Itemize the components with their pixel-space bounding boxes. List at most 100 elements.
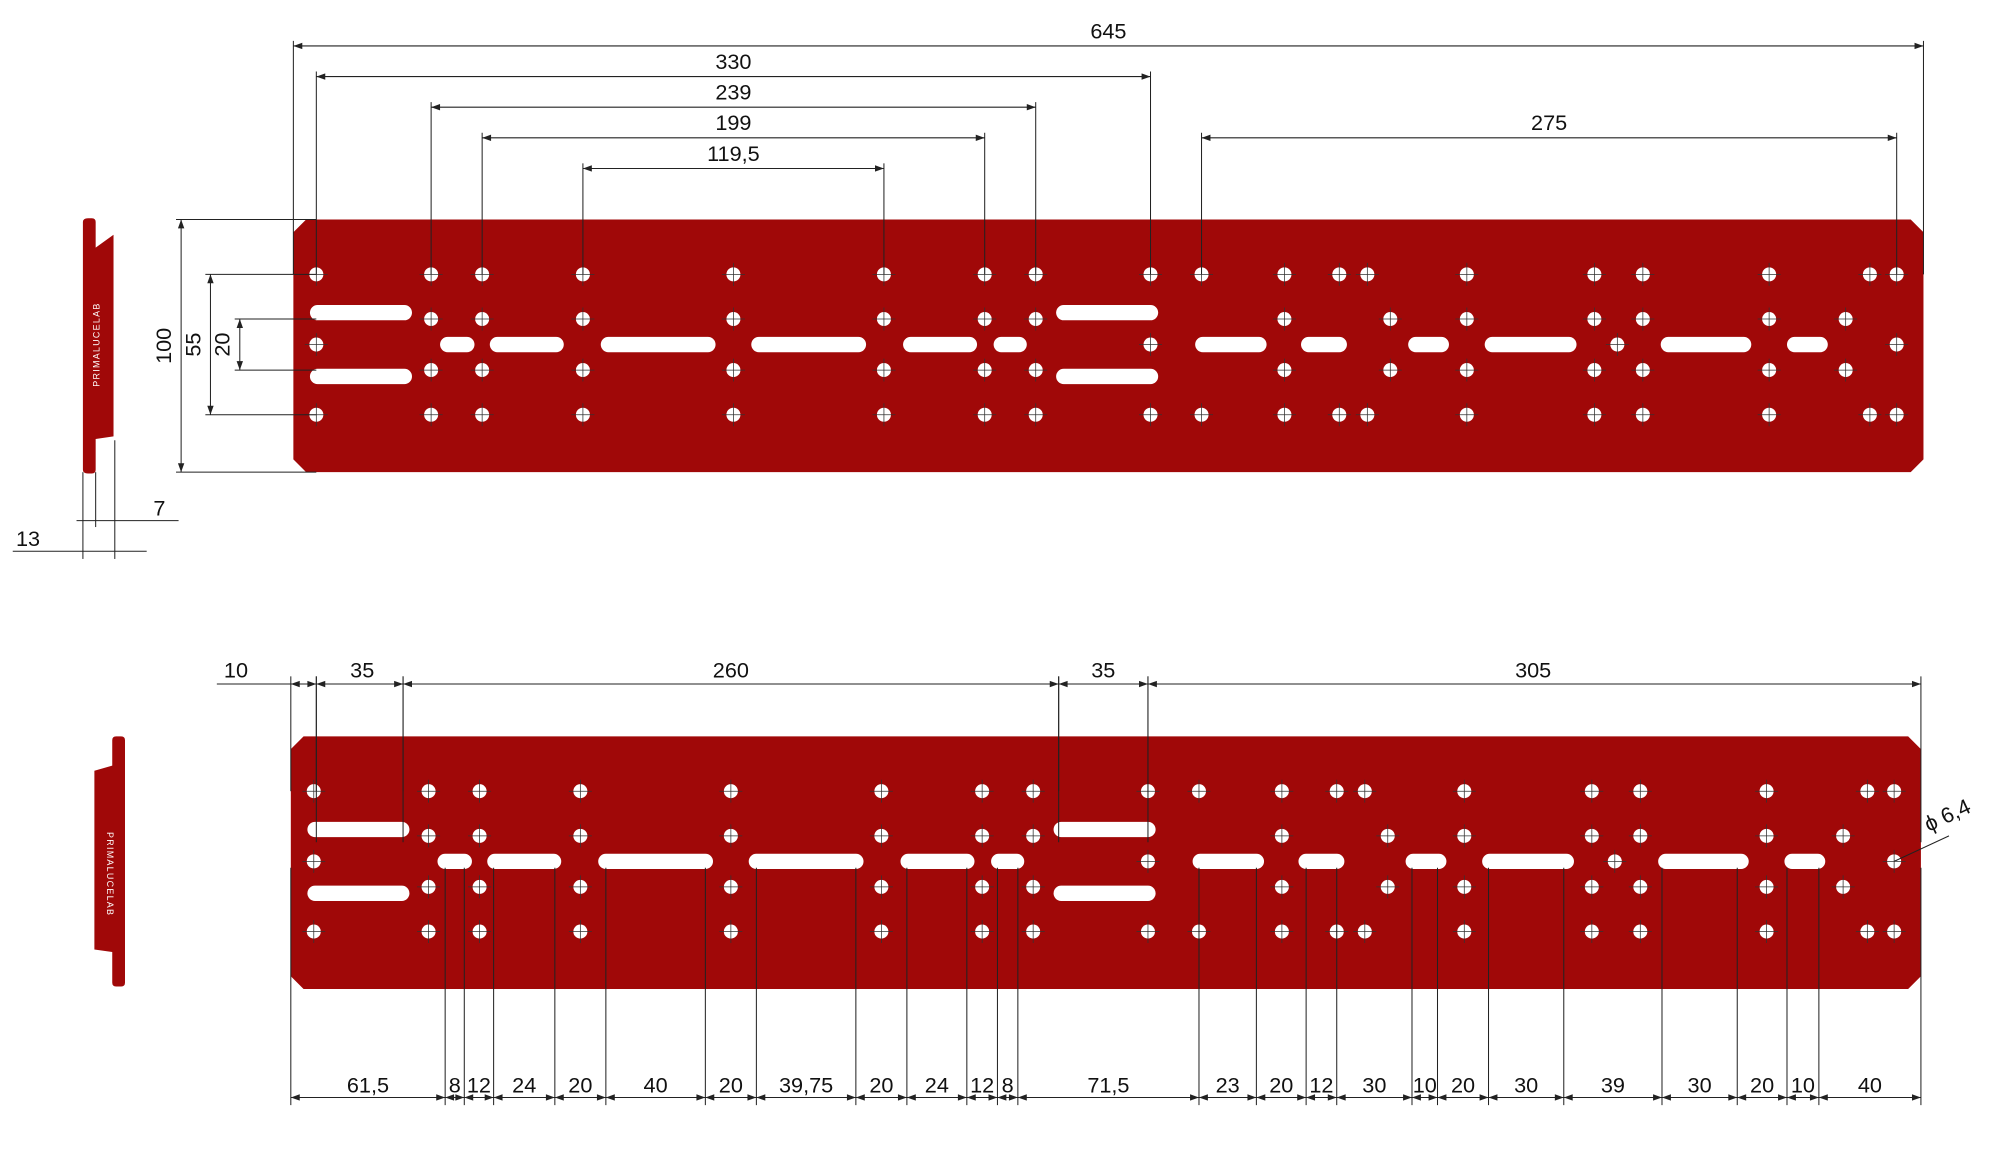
slot bbox=[307, 885, 410, 901]
hole-center bbox=[571, 307, 595, 331]
hole-center bbox=[302, 779, 326, 803]
hole-center bbox=[719, 824, 743, 848]
hole-center bbox=[1455, 403, 1479, 427]
hole-center bbox=[1858, 403, 1882, 427]
hole-center bbox=[1452, 824, 1476, 848]
hole-center bbox=[1021, 875, 1045, 899]
dimension-label: 55 bbox=[180, 332, 205, 356]
hole-center bbox=[1858, 262, 1882, 286]
hole-center bbox=[468, 779, 492, 803]
hole-center bbox=[869, 779, 893, 803]
hole-center bbox=[721, 403, 745, 427]
hole-center bbox=[1190, 403, 1214, 427]
dimension-label: 20 bbox=[869, 1072, 893, 1097]
arrow bbox=[290, 680, 317, 688]
dimension-label: 20 bbox=[568, 1072, 592, 1097]
slot bbox=[1405, 853, 1447, 870]
hole-center bbox=[1831, 875, 1855, 899]
hole-center bbox=[470, 358, 494, 382]
slot bbox=[309, 368, 412, 385]
hole-center bbox=[1582, 262, 1606, 286]
slot bbox=[900, 853, 975, 870]
arrow bbox=[1306, 1094, 1337, 1101]
hole-center bbox=[719, 920, 743, 944]
hole-center bbox=[1024, 403, 1048, 427]
dimension-label: 61,5 bbox=[347, 1072, 389, 1097]
hole-center bbox=[970, 779, 994, 803]
dimension-label: 10 bbox=[224, 658, 248, 683]
dimension-label: 8 bbox=[1002, 1072, 1014, 1097]
side-profile bbox=[82, 218, 114, 474]
slot bbox=[1053, 821, 1156, 838]
hole-center bbox=[1628, 824, 1652, 848]
hole-center bbox=[417, 779, 441, 803]
hole-center bbox=[1755, 779, 1779, 803]
dimension-label: 40 bbox=[644, 1072, 668, 1097]
hole-center bbox=[1831, 824, 1855, 848]
hole-center bbox=[872, 358, 896, 382]
hole-center bbox=[1139, 333, 1162, 357]
slot bbox=[437, 853, 472, 870]
hole-center bbox=[417, 824, 441, 848]
hole-center bbox=[1355, 262, 1379, 286]
hole-center bbox=[1580, 920, 1604, 944]
hole-center bbox=[1885, 333, 1909, 357]
hole-center bbox=[872, 403, 896, 427]
slot bbox=[1482, 853, 1574, 870]
hole-center bbox=[1272, 358, 1296, 382]
dimension-label: 645 bbox=[1090, 18, 1126, 43]
hole-center bbox=[973, 403, 997, 427]
dimension-label: 24 bbox=[925, 1072, 949, 1097]
slot bbox=[1192, 853, 1265, 870]
dimension-label: 20 bbox=[1451, 1072, 1475, 1097]
hole-center bbox=[1631, 307, 1655, 331]
hole-center bbox=[1855, 779, 1879, 803]
arrow bbox=[1058, 680, 1148, 688]
dimension-label: 30 bbox=[1514, 1072, 1538, 1097]
dimension-label: 13 bbox=[16, 526, 40, 551]
hole-center bbox=[470, 307, 494, 331]
slot bbox=[487, 853, 562, 870]
leader-line bbox=[1893, 835, 1950, 862]
hole-center bbox=[1378, 307, 1402, 331]
slot bbox=[993, 336, 1027, 353]
hole-center bbox=[1376, 824, 1400, 848]
plate bbox=[293, 219, 1924, 473]
arrow bbox=[316, 680, 404, 688]
dimension-label: 39 bbox=[1601, 1072, 1625, 1097]
hole-center bbox=[1021, 779, 1045, 803]
hole-center bbox=[1855, 920, 1879, 944]
hole-center bbox=[1582, 403, 1606, 427]
hole-center bbox=[869, 824, 893, 848]
hole-center bbox=[1327, 262, 1351, 286]
hole-center bbox=[1270, 875, 1294, 899]
dimension-label: 20 bbox=[210, 332, 235, 356]
hole-center bbox=[721, 307, 745, 331]
hole-center bbox=[419, 307, 443, 331]
dimension-label: 305 bbox=[1515, 658, 1551, 683]
hole-center bbox=[1834, 307, 1858, 331]
hole-center bbox=[419, 358, 443, 382]
hole-center bbox=[721, 358, 745, 382]
hole-center bbox=[302, 849, 326, 873]
slot bbox=[751, 336, 867, 353]
hole-center bbox=[1270, 824, 1294, 848]
hole-center bbox=[970, 920, 994, 944]
dimension-label: 39,75 bbox=[779, 1072, 833, 1097]
holes bbox=[302, 779, 1906, 944]
hole-center bbox=[1452, 779, 1476, 803]
arrow bbox=[1411, 1094, 1438, 1101]
hole-center bbox=[1882, 920, 1906, 944]
dimension-label: 100 bbox=[151, 328, 176, 364]
dimension-label: 20 bbox=[1750, 1072, 1774, 1097]
arrow bbox=[1661, 1094, 1738, 1101]
brand-label: PRIMALUCELAB bbox=[105, 832, 115, 916]
hole-center bbox=[719, 779, 743, 803]
arrow bbox=[1336, 1094, 1412, 1101]
hole-center bbox=[1631, 403, 1655, 427]
dimension-label: 260 bbox=[713, 658, 749, 683]
hole-center bbox=[1272, 307, 1296, 331]
hole-center bbox=[1355, 403, 1379, 427]
hole-center bbox=[1021, 920, 1045, 944]
